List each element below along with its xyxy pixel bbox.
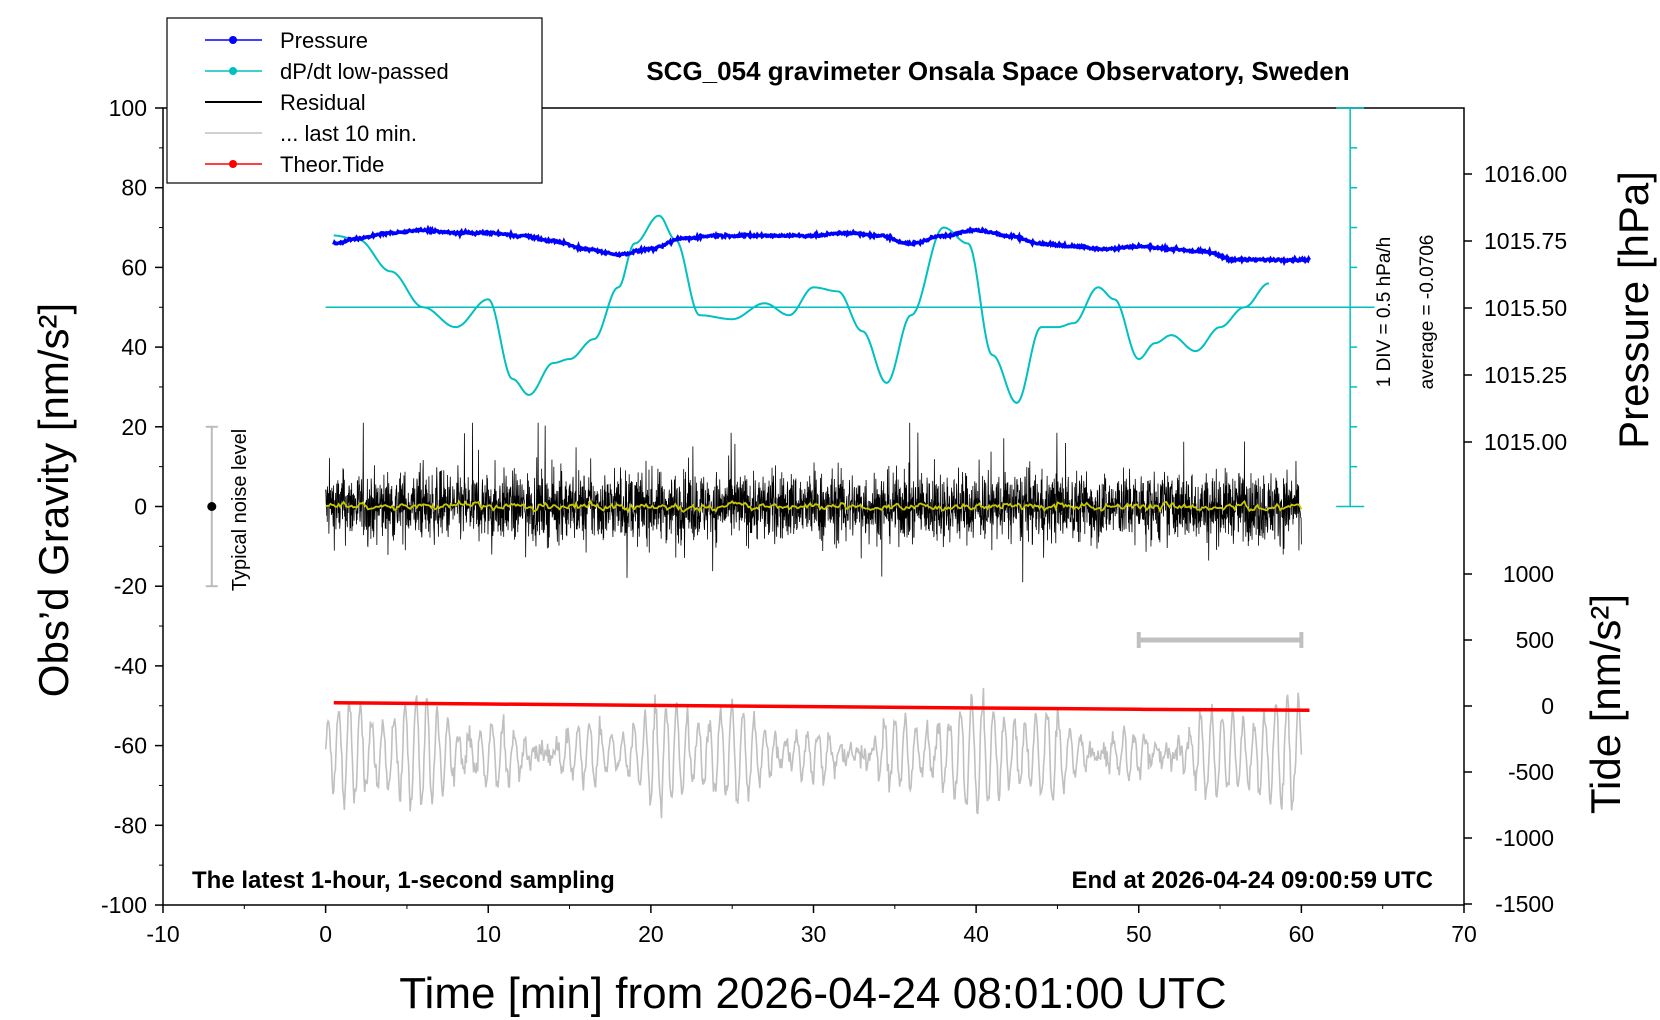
legend-label: Residual	[280, 90, 366, 115]
y-tick-label: 100	[109, 95, 147, 121]
chart-title: SCG_054 gravimeter Onsala Space Observat…	[646, 56, 1349, 86]
pressure-tick-label: 1015.50	[1484, 295, 1567, 321]
legend-swatch-marker	[229, 36, 237, 44]
typical-noise-bar	[205, 425, 218, 588]
noise-bar-center-dot	[207, 502, 217, 511]
y-tick-label: -60	[114, 733, 147, 759]
series-last-10-min	[324, 687, 1303, 819]
legend-swatch-marker	[229, 67, 237, 75]
x-tick-label: 40	[963, 921, 989, 947]
legend-label: dP/dt low-passed	[280, 59, 449, 84]
x-axis: -10 0 10 20 30 40 50 60 70	[146, 905, 1477, 947]
series-residual-smoothed	[325, 499, 1303, 514]
x-tick-label: 50	[1126, 921, 1152, 947]
series-pressure	[332, 224, 1312, 267]
y-tick-label: 20	[121, 414, 147, 440]
tide-tick-label: 0	[1541, 693, 1554, 719]
y-tick-label: 60	[121, 254, 147, 280]
last-10-min-bar	[1136, 632, 1304, 648]
y-axis-tide-label: Tide [nm/s²]	[1582, 594, 1629, 814]
legend-label: Pressure	[280, 28, 368, 53]
x-tick-label: -10	[146, 921, 179, 947]
average-label: average = -0.0706	[1417, 235, 1438, 390]
tide-tick-label: 500	[1516, 627, 1554, 653]
pressure-tick-label: 1015.00	[1484, 429, 1567, 455]
tide-tick-label: -1000	[1495, 825, 1554, 851]
y-tick-label: -20	[114, 573, 147, 599]
pressure-tick-label: 1015.25	[1484, 362, 1567, 388]
tide-tick-label: -500	[1508, 759, 1554, 785]
x-tick-label: 20	[638, 921, 664, 947]
series-dpdt-low-passed	[333, 214, 1270, 404]
series-theor-tide	[333, 700, 1310, 712]
residual-smoothed-line	[325, 499, 1303, 514]
y-tick-label: 80	[121, 175, 147, 201]
y-axis-pressure: 1016.00 1015.75 1015.50 1015.25 1015.00	[1464, 161, 1567, 455]
legend-label: Theor.Tide	[280, 152, 384, 177]
pressure-line	[332, 224, 1312, 267]
tide-tick-label: -1500	[1495, 891, 1554, 917]
y-tick-label: -100	[101, 892, 147, 918]
y-axis-gravity: 100 80 60 40 20 0 -20 -40 -60 -80 -100	[101, 95, 163, 918]
dpdt-scale-axis	[1336, 107, 1365, 508]
series-residual	[325, 422, 1302, 583]
x-tick-label: 70	[1451, 921, 1477, 947]
y-axis-pressure-label: Pressure [hPa]	[1610, 171, 1657, 449]
pressure-tick-label: 1015.75	[1484, 228, 1567, 254]
x-axis-label: Time [min] from 2026-04-24 08:01:00 UTC	[399, 969, 1226, 1018]
y-axis-tide: 1000 500 0 -500 -1000 -1500	[1464, 561, 1554, 917]
tide-tick-label: 1000	[1503, 561, 1554, 587]
annotation-bottom-left: The latest 1-hour, 1-second sampling	[192, 867, 615, 894]
div-label: 1 DIV = 0.5 hPa/h	[1374, 237, 1395, 388]
y-tick-label: 0	[134, 494, 147, 520]
pressure-tick-label: 1016.00	[1484, 161, 1567, 187]
y-axis-left-label: Obs’d Gravity [nm/s²]	[30, 303, 77, 697]
y-tick-label: -80	[114, 812, 147, 838]
y-tick-label: -40	[114, 653, 147, 679]
annotation-bottom-right: End at 2026-04-24 09:00:59 UTC	[1072, 867, 1434, 894]
legend-swatch-marker	[229, 160, 237, 168]
y-tick-label: 40	[121, 334, 147, 360]
x-tick-label: 60	[1289, 921, 1315, 947]
x-tick-label: 10	[475, 921, 501, 947]
x-tick-label: 0	[319, 921, 332, 947]
legend: Pressure dP/dt low-passed Residual ... last…	[166, 17, 543, 184]
x-tick-label: 30	[801, 921, 827, 947]
legend-label: ... last 10 min.	[280, 121, 417, 146]
residual-line	[325, 422, 1302, 583]
dpdt-line	[333, 214, 1270, 404]
last-10-min-line	[324, 687, 1303, 819]
tide-line	[333, 700, 1310, 712]
noise-level-label: Typical noise level	[229, 429, 251, 591]
